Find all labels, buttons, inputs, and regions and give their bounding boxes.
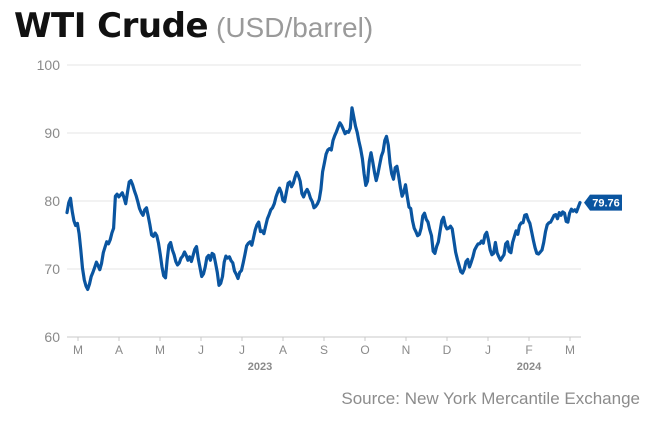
gridlines: [67, 64, 581, 338]
last-value-badge-shape: [584, 194, 622, 211]
year-labels: 2023 2024: [248, 361, 542, 373]
y-tick-label: 80: [44, 193, 60, 209]
x-tick-label: O: [360, 343, 369, 357]
x-tick-label: D: [443, 343, 452, 357]
x-tick-label: S: [320, 343, 328, 357]
y-axis-ticks: 100 90 80 70 60: [37, 57, 61, 345]
title-row: WTI Crude (USD/barrel): [14, 6, 373, 46]
x-tick-label: M: [155, 343, 165, 357]
x-tick-label: F: [525, 343, 532, 357]
series-line-wti: [65, 106, 582, 291]
source-note: Source: New York Mercantile Exchange: [341, 389, 640, 408]
x-tick-label: N: [402, 343, 411, 357]
year-label: 2024: [517, 361, 542, 373]
chart-subtitle: (USD/barrel): [216, 12, 374, 43]
last-value-label: 79.76: [592, 198, 620, 210]
y-tick-label: 90: [44, 125, 60, 141]
last-value-badge: 79.76: [584, 194, 622, 211]
x-tick-label: J: [198, 343, 204, 357]
x-tick-label: M: [73, 343, 83, 357]
y-tick-label: 100: [37, 57, 61, 73]
year-label: 2023: [248, 361, 272, 373]
x-tick-label: J: [239, 343, 245, 357]
x-tick-label: M: [565, 343, 575, 357]
x-tick-label: A: [279, 343, 287, 357]
y-tick-label: 60: [44, 329, 60, 345]
chart-title: WTI Crude: [14, 6, 209, 46]
y-tick-label: 70: [44, 261, 60, 277]
x-tick-label: J: [485, 343, 491, 357]
x-tick-label: A: [115, 343, 123, 357]
